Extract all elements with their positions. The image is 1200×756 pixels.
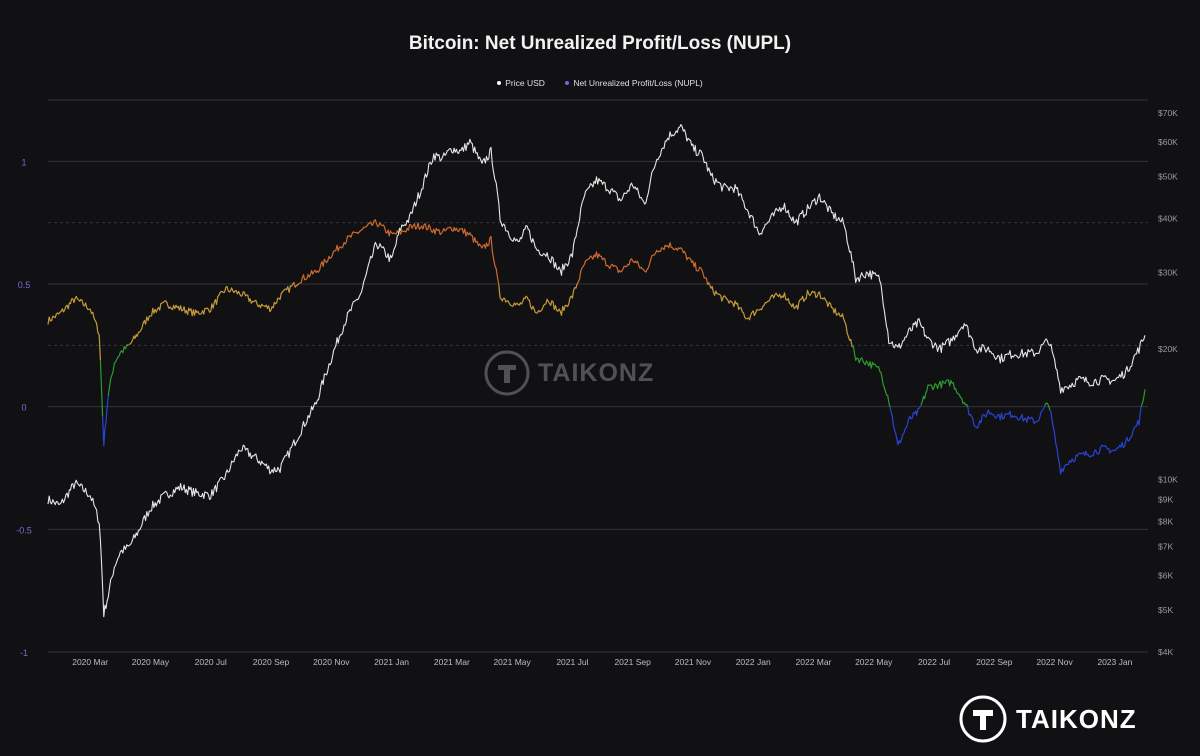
- nupl-line-segment: [498, 283, 578, 316]
- x-axis-tick: 2022 Jan: [736, 657, 771, 667]
- nupl-line-segment: [294, 283, 300, 288]
- right-axis-tick: $60K: [1158, 137, 1178, 147]
- x-axis-tick: 2021 Mar: [434, 657, 470, 667]
- x-axis-tick: 2023 Jan: [1097, 657, 1132, 667]
- legend-nupl-dot: [565, 81, 570, 85]
- x-axis-tick: 2021 Sep: [614, 657, 651, 667]
- x-axis-tick: 2021 May: [493, 657, 531, 667]
- nupl-line-segment: [889, 404, 922, 446]
- right-axis-tick: $9K: [1158, 494, 1173, 504]
- x-axis-tick: 2020 Mar: [72, 657, 108, 667]
- legend-item-nupl[interactable]: Net Unrealized Profit/Loss (NUPL): [565, 78, 703, 88]
- legend-item-price[interactable]: Price USD: [497, 78, 545, 88]
- right-axis: $70K $60K $50K $40K $30K $20K $10K $9K $8K $7K $6K…: [1158, 108, 1178, 657]
- watermark-text: TAIKONZ: [538, 358, 655, 387]
- nupl-line-segment: [1049, 405, 1142, 475]
- x-axis-tick: 2020 May: [132, 657, 170, 667]
- x-axis-tick: 2021 Jan: [374, 657, 409, 667]
- nupl-line-segment: [920, 379, 969, 408]
- nupl-line-segment: [102, 395, 109, 447]
- nupl-line-segment: [298, 219, 500, 285]
- chart-title: Bitcoin: Net Unrealized Profit/Loss (NUP…: [408, 33, 792, 54]
- right-axis-tick: $8K: [1158, 516, 1173, 526]
- brand-logo-icon: [959, 695, 1007, 743]
- legend-price-dot: [497, 81, 502, 85]
- watermark-logo-icon: [484, 350, 530, 396]
- right-axis-tick: $50K: [1158, 171, 1178, 181]
- left-axis-tick: 0.5: [18, 280, 31, 290]
- nupl-line-segment: [107, 344, 128, 396]
- left-axis-tick: -0.5: [16, 525, 32, 535]
- nupl-line-segment: [851, 345, 891, 408]
- nupl-line-segment: [709, 285, 853, 348]
- nupl-series: [47, 219, 1146, 475]
- right-axis-tick: $10K: [1158, 474, 1178, 484]
- right-axis-tick: $70K: [1158, 108, 1178, 118]
- nupl-line-segment: [708, 282, 711, 286]
- nupl-line-segment: [126, 344, 129, 346]
- nupl-line-segment: [47, 295, 101, 361]
- nupl-line-segment: [967, 405, 1046, 429]
- nupl-line-segment: [1044, 402, 1051, 410]
- nupl-line-segment: [1140, 389, 1146, 407]
- legend-price-label: Price USD: [505, 78, 545, 88]
- x-axis-tick: 2022 Mar: [796, 657, 832, 667]
- left-axis: 1 0.5 0 -0.5 -1: [16, 157, 32, 658]
- right-axis-tick: $4K: [1158, 647, 1173, 657]
- watermark: TAIKONZ: [484, 350, 654, 396]
- x-axis-tick: 2021 Jul: [556, 657, 588, 667]
- x-axis-tick: 2020 Jul: [195, 657, 227, 667]
- nupl-line-segment: [576, 242, 709, 285]
- left-axis-tick: 0: [21, 403, 26, 413]
- brand-logo-text: TAIKONZ: [1016, 703, 1137, 734]
- x-axis-tick: 2022 Jul: [918, 657, 950, 667]
- chart-legend[interactable]: Price USD Net Unrealized Profit/Loss (NU…: [0, 77, 1200, 88]
- x-axis-tick: 2022 Sep: [976, 657, 1013, 667]
- grid-lines: [48, 99, 1148, 653]
- nupl-line-segment: [293, 281, 296, 288]
- left-axis-tick: -1: [20, 648, 28, 658]
- x-axis-tick: 2022 May: [855, 657, 893, 667]
- left-axis-tick: 1: [21, 157, 26, 167]
- right-axis-tick: $5K: [1158, 605, 1173, 615]
- legend-nupl-label: Net Unrealized Profit/Loss (NUPL): [573, 78, 703, 88]
- nupl-line-segment: [127, 343, 130, 346]
- right-axis-tick: $6K: [1158, 571, 1173, 581]
- right-axis-tick: $40K: [1158, 213, 1178, 223]
- x-axis-tick: 2022 Nov: [1036, 657, 1073, 667]
- x-axis-tick: 2021 Nov: [675, 657, 712, 667]
- brand-logo: TAIKONZ: [958, 694, 1137, 744]
- price-series: [47, 124, 1146, 618]
- right-axis-tick: $7K: [1158, 542, 1173, 552]
- nupl-line-segment: [99, 360, 104, 417]
- x-axis: 2020 Mar 2020 May 2020 Jul 2020 Sep 2020 Nov…: [72, 657, 1132, 667]
- x-axis-tick: 2020 Sep: [253, 657, 290, 667]
- right-axis-tick: $30K: [1158, 268, 1178, 278]
- x-axis-tick: 2020 Nov: [313, 657, 350, 667]
- nupl-line-segment: [129, 281, 295, 345]
- price-line: [47, 124, 1146, 618]
- right-axis-tick: $20K: [1158, 344, 1178, 354]
